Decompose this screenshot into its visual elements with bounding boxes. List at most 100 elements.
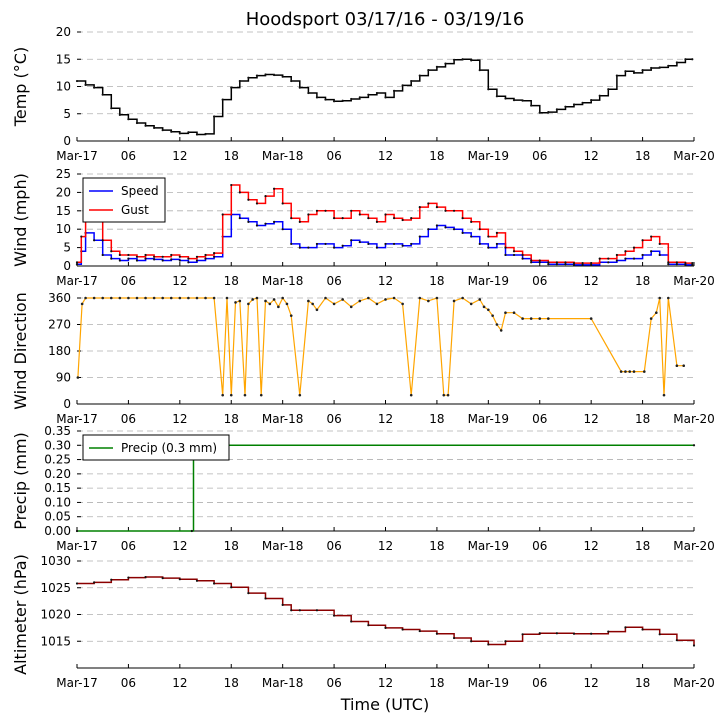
data-point bbox=[144, 575, 147, 579]
data-point bbox=[691, 263, 694, 266]
data-point bbox=[521, 99, 524, 102]
x-tick-label: Mar-20 bbox=[673, 539, 714, 553]
data-point bbox=[75, 261, 79, 264]
data-point bbox=[75, 582, 79, 585]
data-point bbox=[264, 194, 267, 198]
x-tick-label: 18 bbox=[224, 676, 239, 690]
data-point bbox=[307, 91, 310, 95]
data-point bbox=[598, 94, 601, 97]
data-point bbox=[649, 317, 653, 320]
x-tick-label: 06 bbox=[326, 676, 341, 690]
data-point bbox=[641, 628, 644, 631]
data-point bbox=[628, 370, 632, 373]
data-point bbox=[392, 296, 396, 300]
data-point bbox=[169, 296, 173, 300]
data-point bbox=[547, 111, 550, 114]
data-point bbox=[504, 246, 507, 249]
data-point bbox=[521, 257, 524, 260]
x-tick-label: 12 bbox=[584, 149, 599, 163]
data-point bbox=[375, 246, 379, 249]
data-point bbox=[127, 296, 130, 300]
data-point bbox=[446, 393, 450, 397]
data-point bbox=[290, 79, 293, 83]
data-point bbox=[238, 217, 241, 220]
data-point bbox=[667, 64, 670, 67]
data-point bbox=[358, 240, 361, 244]
x-tick-label: 18 bbox=[429, 676, 444, 690]
data-point bbox=[170, 258, 173, 261]
data-point bbox=[572, 261, 576, 265]
data-point bbox=[452, 209, 456, 212]
y-tick-label: 0 bbox=[63, 259, 71, 273]
y-tick-label: 15 bbox=[56, 52, 71, 66]
data-point bbox=[324, 209, 327, 212]
data-point bbox=[662, 393, 666, 397]
data-point bbox=[324, 98, 327, 101]
data-point bbox=[298, 393, 302, 397]
x-tick-label: 18 bbox=[224, 539, 239, 553]
data-point bbox=[487, 643, 490, 646]
data-point bbox=[251, 298, 254, 301]
x-tick-label: Mar-20 bbox=[673, 412, 714, 426]
data-point bbox=[272, 298, 276, 301]
data-point bbox=[469, 302, 473, 306]
y-tick-label: 0.30 bbox=[44, 438, 71, 452]
data-point bbox=[144, 124, 147, 127]
data-point bbox=[615, 259, 618, 262]
data-point bbox=[212, 296, 216, 300]
data-point bbox=[161, 296, 164, 300]
x-tick-label: 12 bbox=[584, 412, 599, 426]
data-point bbox=[427, 202, 430, 205]
data-point bbox=[470, 235, 473, 238]
data-point bbox=[555, 261, 558, 264]
data-point bbox=[247, 220, 250, 223]
data-point bbox=[307, 246, 310, 249]
data-point bbox=[650, 66, 653, 70]
data-point bbox=[564, 261, 567, 264]
y-tick-label: 0.20 bbox=[44, 467, 71, 481]
series-line bbox=[77, 576, 695, 646]
data-point bbox=[290, 217, 293, 220]
data-point bbox=[259, 393, 263, 397]
data-point bbox=[195, 255, 199, 258]
data-point bbox=[491, 314, 494, 317]
data-point bbox=[590, 632, 593, 635]
x-tick-label: Mar-18 bbox=[262, 274, 303, 288]
data-point bbox=[409, 393, 413, 397]
data-point bbox=[675, 364, 679, 368]
data-point bbox=[213, 255, 216, 258]
x-tick-label: 06 bbox=[326, 412, 341, 426]
data-point bbox=[135, 121, 139, 125]
data-point bbox=[619, 370, 623, 373]
data-point bbox=[418, 296, 422, 300]
x-tick-label: 06 bbox=[532, 539, 547, 553]
data-point bbox=[418, 629, 421, 633]
data-point bbox=[187, 261, 190, 264]
data-point bbox=[178, 132, 181, 135]
data-point bbox=[118, 259, 121, 262]
data-point bbox=[461, 58, 464, 61]
data-point bbox=[264, 597, 267, 600]
data-point bbox=[324, 296, 327, 300]
x-tick-label: 06 bbox=[326, 274, 341, 288]
data-point bbox=[110, 250, 113, 253]
data-point bbox=[213, 582, 216, 585]
data-point bbox=[667, 261, 670, 264]
data-point bbox=[213, 252, 216, 255]
y-axis-label: Wind (mph) bbox=[11, 173, 30, 267]
x-tick-label: 12 bbox=[584, 539, 599, 553]
data-point bbox=[538, 261, 541, 264]
x-tick-label: 12 bbox=[378, 412, 393, 426]
data-point bbox=[350, 239, 353, 242]
data-point bbox=[435, 224, 439, 227]
data-point bbox=[427, 299, 430, 303]
data-point bbox=[384, 242, 387, 246]
data-point bbox=[658, 242, 661, 246]
data-point bbox=[144, 253, 147, 257]
data-point bbox=[110, 578, 113, 581]
x-tick-label: 18 bbox=[224, 149, 239, 163]
data-point bbox=[311, 302, 314, 306]
data-point bbox=[195, 579, 199, 582]
data-point bbox=[435, 206, 439, 209]
